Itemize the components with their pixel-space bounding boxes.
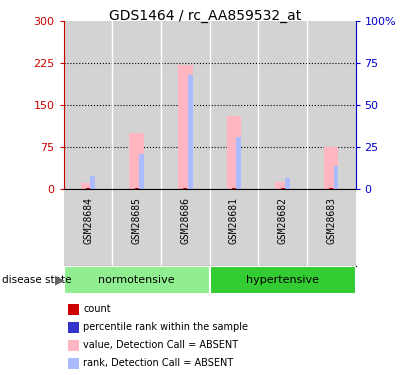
Text: GSM28684: GSM28684 <box>83 197 93 244</box>
Text: rank, Detection Call = ABSENT: rank, Detection Call = ABSENT <box>83 358 234 368</box>
Bar <box>64 266 210 294</box>
Bar <box>210 21 258 189</box>
Text: count: count <box>83 304 111 314</box>
Bar <box>324 147 339 189</box>
Bar <box>226 116 241 189</box>
Bar <box>178 64 193 189</box>
Text: hypertensive: hypertensive <box>246 275 319 285</box>
Text: disease state: disease state <box>2 275 72 285</box>
Bar <box>64 189 112 266</box>
Bar <box>210 189 258 266</box>
Bar <box>188 75 193 189</box>
Bar <box>236 137 241 189</box>
Bar <box>307 189 356 266</box>
Bar <box>285 178 290 189</box>
Text: GSM28681: GSM28681 <box>229 197 239 244</box>
Bar <box>281 188 284 189</box>
Text: GSM28683: GSM28683 <box>326 197 336 244</box>
Text: normotensive: normotensive <box>98 275 175 285</box>
Text: GSM28682: GSM28682 <box>277 197 288 244</box>
Bar <box>139 154 144 189</box>
Text: value, Detection Call = ABSENT: value, Detection Call = ABSENT <box>83 340 238 350</box>
Bar <box>161 21 210 189</box>
Bar <box>258 189 307 266</box>
Bar <box>112 189 161 266</box>
Bar <box>135 188 139 189</box>
Text: percentile rank within the sample: percentile rank within the sample <box>83 322 248 332</box>
Bar <box>258 21 307 189</box>
Text: GSM28685: GSM28685 <box>132 197 142 244</box>
Bar <box>275 182 290 189</box>
Bar <box>90 176 95 189</box>
Bar <box>307 21 356 189</box>
Text: GDS1464 / rc_AA859532_at: GDS1464 / rc_AA859532_at <box>109 9 302 23</box>
Text: GSM28686: GSM28686 <box>180 197 190 244</box>
Bar <box>81 183 95 189</box>
Text: ▶: ▶ <box>55 274 65 287</box>
Bar <box>161 189 210 266</box>
Bar <box>210 266 356 294</box>
Bar <box>112 21 161 189</box>
Bar <box>86 188 90 189</box>
Bar <box>129 133 144 189</box>
Bar <box>232 188 236 189</box>
Bar <box>64 21 112 189</box>
Bar <box>334 166 339 189</box>
Bar <box>329 188 333 189</box>
Bar <box>183 188 187 189</box>
